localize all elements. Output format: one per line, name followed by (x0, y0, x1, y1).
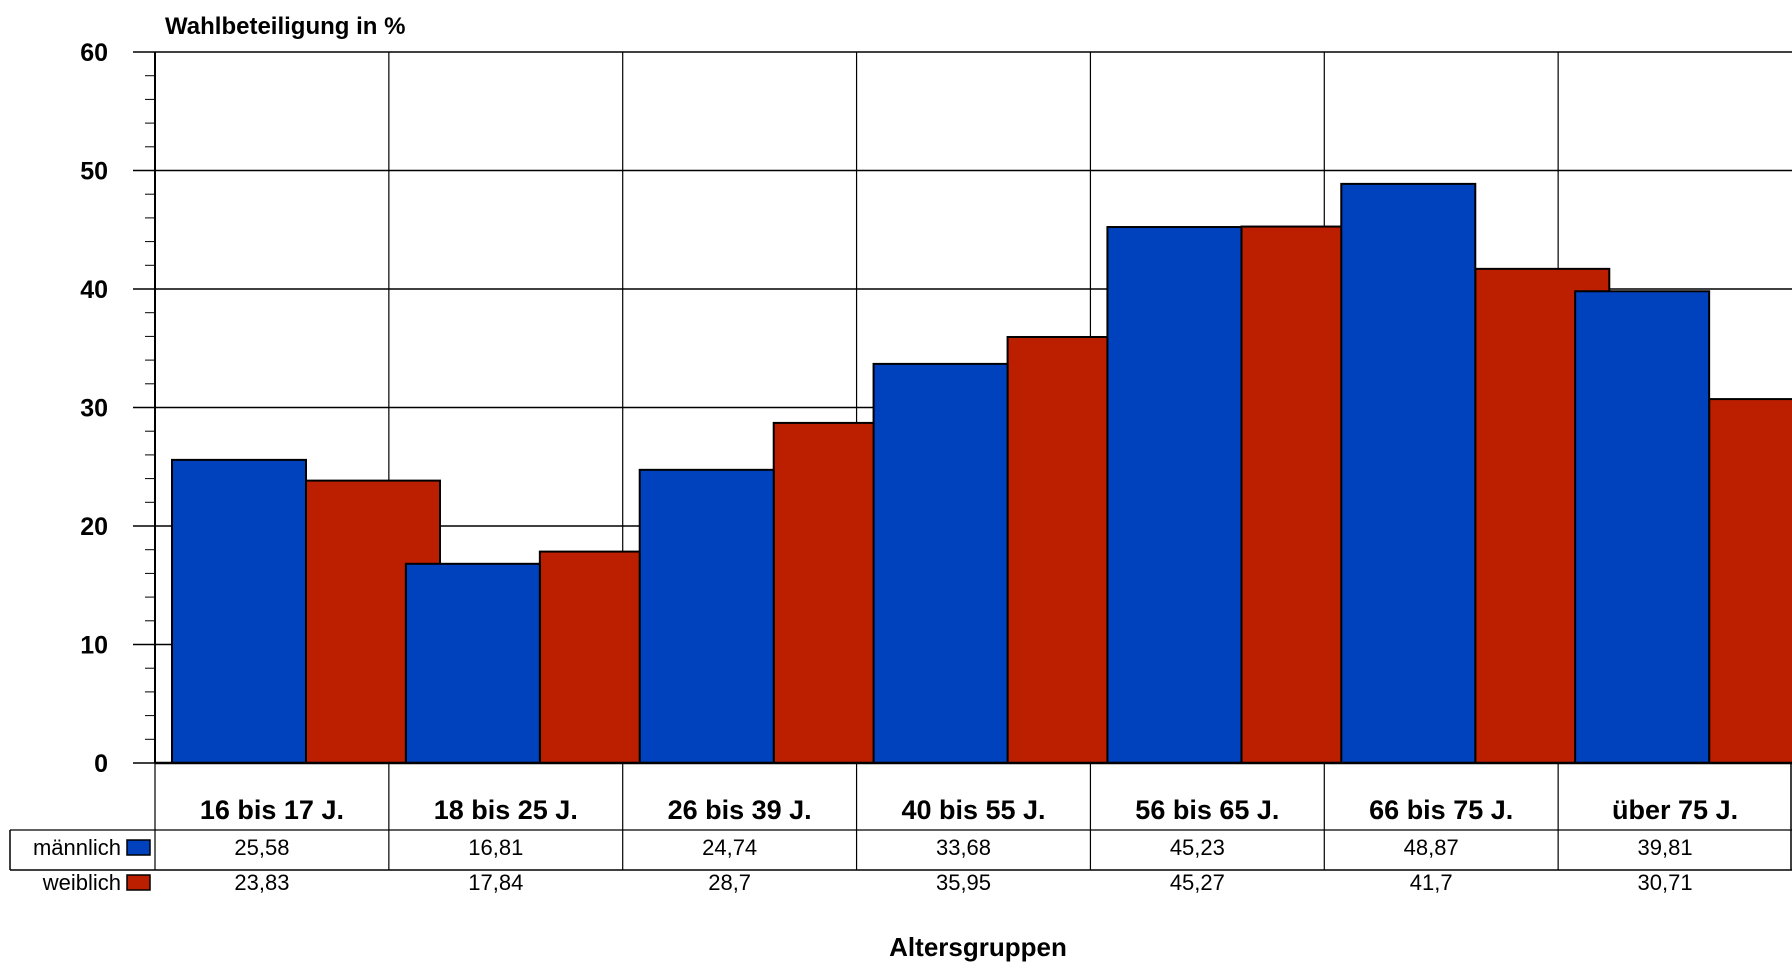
axes (145, 52, 1792, 765)
data-label: 39,81 (1638, 835, 1693, 860)
data-label: 16,81 (468, 835, 523, 860)
y-tick-label: 30 (80, 395, 108, 423)
x-tick-label: 40 bis 55 J. (901, 795, 1045, 825)
legend-swatch (126, 874, 151, 891)
legend-label: männlich (33, 835, 121, 860)
bar-maennlich (638, 468, 775, 764)
x-tick-label: 18 bis 25 J. (434, 795, 578, 825)
data-label: 28,7 (708, 870, 751, 895)
y-tick-label: 60 (80, 39, 108, 67)
y-tick-label: 50 (80, 158, 108, 186)
y-tick-label: 0 (94, 750, 108, 778)
data-label: 24,74 (702, 835, 757, 860)
bar-maennlich (872, 362, 1009, 764)
x-tick-label: 16 bis 17 J. (200, 795, 344, 825)
data-label: 45,27 (1170, 870, 1225, 895)
y-tick-label: 10 (80, 632, 108, 660)
data-label: 33,68 (936, 835, 991, 860)
data-label: 41,7 (1410, 870, 1453, 895)
y-axis-title: Wahlbeteiligung in % (165, 13, 405, 40)
data-label: 45,23 (1170, 835, 1225, 860)
bars (171, 182, 1792, 765)
data-label: 23,83 (234, 870, 289, 895)
bar-maennlich (1106, 226, 1243, 765)
bar-maennlich (171, 458, 307, 764)
bar-weiblich (1708, 398, 1792, 764)
data-table: 16 bis 17 J. 18 bis 25 J. 26 bis 39 J. 40 b… (9, 763, 1792, 895)
bar-maennlich (1340, 182, 1477, 764)
y-tick-labels: 0 10 20 30 40 50 60 (80, 39, 108, 778)
bar-maennlich (404, 562, 541, 765)
y-tick-label: 40 (80, 276, 108, 304)
x-tick-label: über 75 J. (1612, 795, 1738, 825)
x-tick-label: 66 bis 75 J. (1369, 795, 1513, 825)
data-label: 30,71 (1638, 870, 1693, 895)
data-label: 48,87 (1404, 835, 1459, 860)
legend-label: weiblich (42, 870, 121, 895)
data-label: 17,84 (468, 870, 523, 895)
x-axis-title: Altersgruppen (889, 932, 1067, 962)
legend-swatch (126, 839, 151, 856)
data-label: 25,58 (234, 835, 289, 860)
bar-maennlich (1574, 290, 1711, 764)
data-label: 35,95 (936, 870, 991, 895)
x-tick-label: 56 bis 65 J. (1135, 795, 1279, 825)
y-tick-label: 20 (80, 513, 108, 541)
x-tick-label: 26 bis 39 J. (668, 795, 812, 825)
